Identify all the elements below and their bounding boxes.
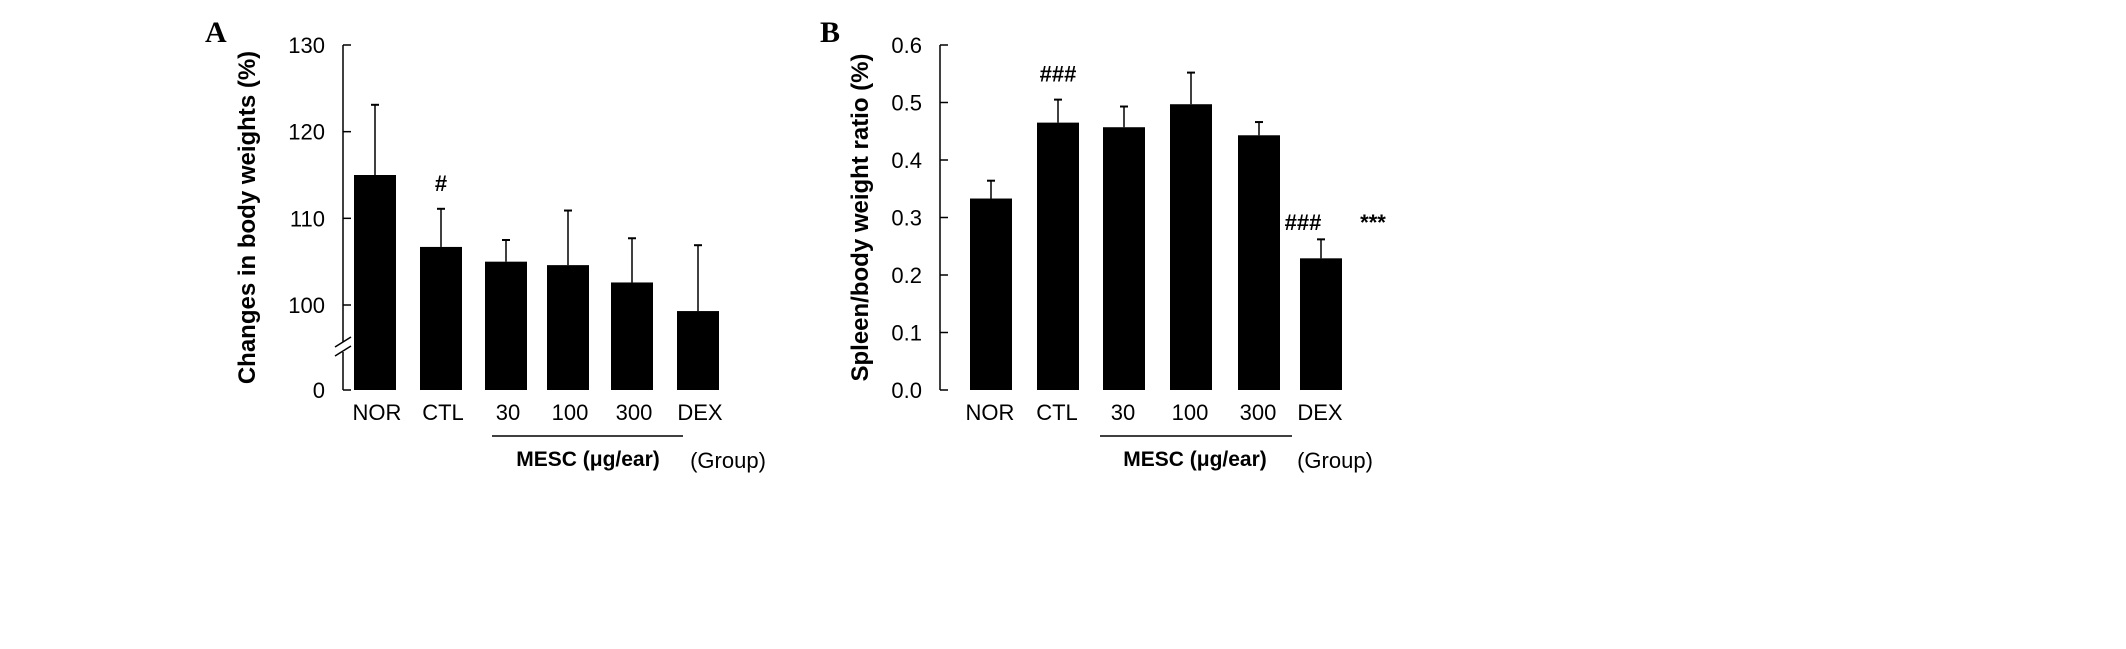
bar-CTL [420, 246, 462, 390]
significance-marker: # [435, 171, 447, 196]
x-tick-label: NOR [353, 400, 402, 425]
y-axis-label: Changes in body weights (%) [234, 51, 261, 384]
x-tick-label: CTL [1036, 400, 1078, 425]
group-label: MESC (μg/ear) [1123, 448, 1267, 471]
panel-label: A [205, 16, 227, 49]
y-tick-label: 0.6 [891, 33, 922, 58]
significance-marker: ### [1040, 62, 1077, 87]
y-tick-label: 0.0 [891, 378, 922, 403]
x-tick-label: 300 [616, 400, 653, 425]
y-tick-label: 0.5 [891, 91, 922, 116]
chart-panel-A: A 0 100 110 120 130 Changes in body weights (%… [205, 16, 766, 473]
axis-break-mark [334, 336, 352, 348]
y-tick-label: 130 [288, 33, 325, 58]
x-tick-label: 300 [1240, 400, 1277, 425]
x-tick-label: NOR [966, 400, 1015, 425]
y-tick-label: 0 [313, 378, 325, 403]
bar-300 [1238, 135, 1280, 390]
bar-100 [547, 265, 589, 390]
bar-NOR [354, 175, 396, 390]
x-tick-label: 100 [552, 400, 589, 425]
significance-marker: *** [1360, 210, 1386, 235]
significance-marker: ### [1285, 210, 1322, 235]
y-tick-label: 100 [288, 293, 325, 318]
bar-DEX [1300, 258, 1342, 390]
x-tick-label: 30 [1111, 400, 1135, 425]
axis-break-mark [334, 345, 352, 357]
group-label: MESC (μg/ear) [516, 448, 660, 471]
chart-panel-B: B 0.0 0.1 0.2 0.3 0.4 0.5 0.6 Spleen/body weight… [820, 16, 1386, 473]
x-axis-label: (Group) [1297, 448, 1373, 473]
x-tick-label: 100 [1172, 400, 1209, 425]
x-tick-label: DEX [677, 400, 723, 425]
y-tick-label: 0.3 [891, 206, 922, 231]
y-axis-label: Spleen/body weight ratio (%) [847, 53, 874, 381]
bar-30 [485, 261, 527, 390]
x-tick-label: DEX [1297, 400, 1343, 425]
bar-30 [1103, 127, 1145, 390]
x-tick-label: 30 [496, 400, 520, 425]
panel-label: B [820, 16, 840, 49]
bar-NOR [970, 198, 1012, 390]
y-tick-label: 0.4 [891, 148, 922, 173]
x-tick-label: CTL [422, 400, 464, 425]
bar-300 [611, 282, 653, 390]
y-tick-label: 0.1 [891, 321, 922, 346]
bar-CTL [1037, 122, 1079, 390]
x-axis-label: (Group) [690, 448, 766, 473]
y-tick-label: 120 [288, 120, 325, 145]
y-tick-label: 110 [290, 206, 325, 231]
y-tick-label: 0.2 [891, 263, 922, 288]
bar-100 [1170, 104, 1212, 390]
bar-DEX [677, 311, 719, 390]
